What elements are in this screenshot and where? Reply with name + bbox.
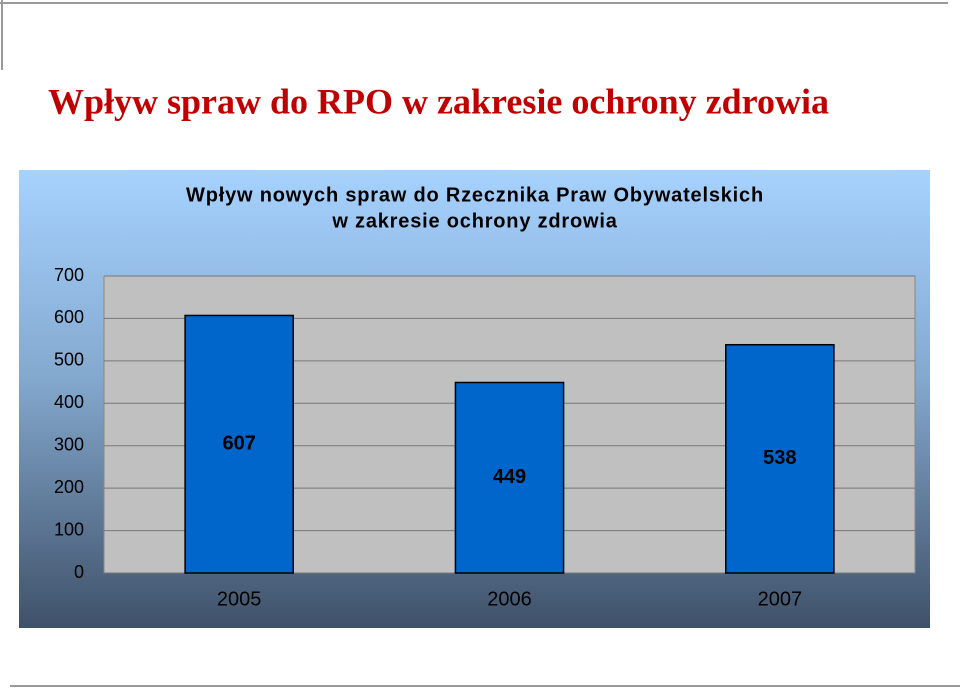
chart-title: w zakresie ochrony zdrowia <box>331 210 617 232</box>
data-label: 607 <box>222 433 255 455</box>
x-tick-label: 2007 <box>758 588 803 610</box>
y-tick-label: 200 <box>54 477 84 497</box>
bar <box>725 343 835 574</box>
x-tick-label: 2006 <box>487 588 532 610</box>
y-tick-label: 100 <box>54 519 84 539</box>
data-label: 449 <box>493 466 526 488</box>
y-tick-label: 300 <box>54 434 84 454</box>
bar <box>454 381 565 574</box>
y-tick-label: 600 <box>54 307 84 327</box>
data-label: 538 <box>763 447 796 469</box>
y-tick-label: 700 <box>54 265 84 285</box>
y-tick-label: 500 <box>54 350 84 370</box>
chart-title: Wpływ nowych spraw do Rzecznika Praw Oby… <box>186 184 764 206</box>
y-tick-label: 400 <box>54 392 84 412</box>
slide-title: Wpływ spraw do RPO w zakresie ochrony zd… <box>48 81 829 121</box>
y-tick-label: 0 <box>74 562 84 582</box>
bar <box>184 314 294 574</box>
x-tick-label: 2005 <box>217 588 262 610</box>
